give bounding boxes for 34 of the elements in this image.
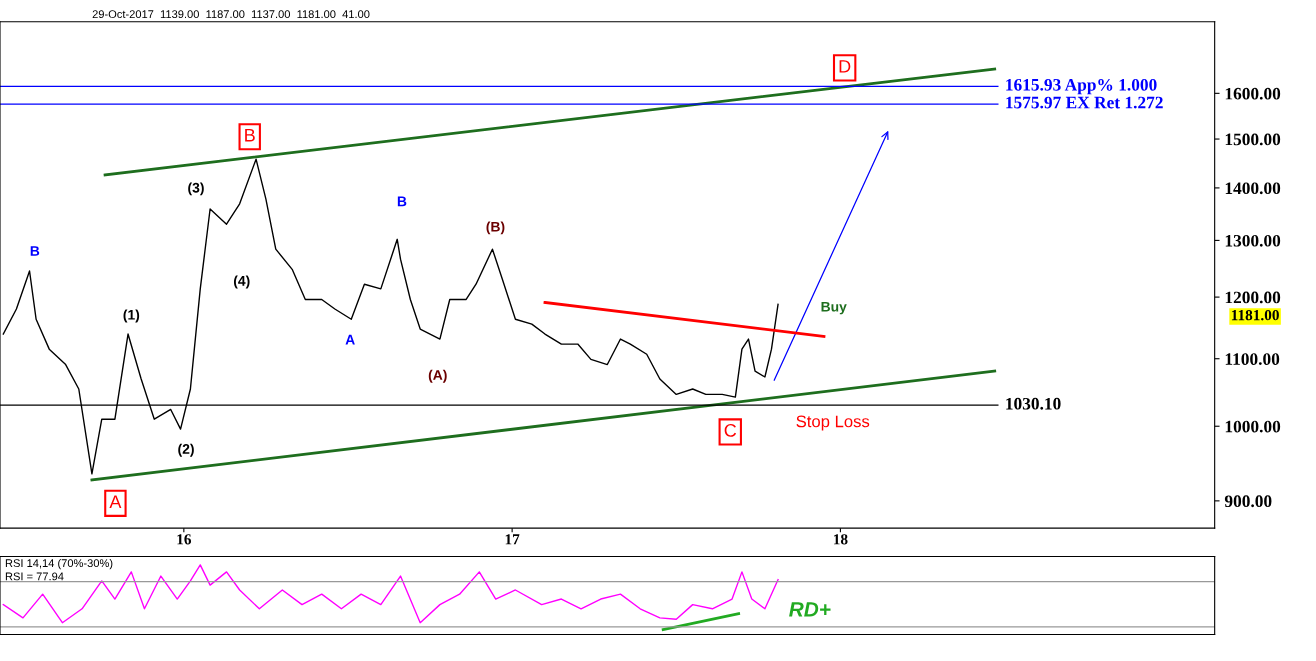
y-tick-label: 1100.00 — [1225, 353, 1280, 365]
y-tick-label: 1500.00 — [1225, 133, 1281, 146]
y-tick-label: 1300.00 — [1225, 234, 1281, 247]
annotation: RSI 14,14 (70%-30%) — [5, 558, 113, 570]
annotation: B — [397, 196, 407, 207]
x-tick-label: 17 — [505, 534, 520, 545]
annotation: (3) — [188, 182, 204, 196]
annotation: C — [724, 424, 737, 437]
annotation: Buy — [821, 301, 847, 315]
ref-line-label: 1030.10 — [1006, 397, 1061, 410]
ref-line-label: 1615.93 App% 1.000 — [1006, 78, 1157, 95]
y-tick-label: 900.00 — [1224, 495, 1272, 508]
x-tick-label: 16 — [177, 534, 192, 545]
annotation: RD+ — [789, 602, 831, 617]
x-tick-label: 18 — [834, 534, 848, 545]
annotation: D — [839, 60, 851, 73]
annotation: Stop Loss — [796, 415, 870, 431]
y-tick-label: 1200.00 — [1225, 291, 1281, 304]
annotation: (4) — [233, 275, 250, 289]
text: 1181.00 — [1231, 310, 1279, 321]
annotation: B — [30, 246, 40, 256]
y-tick-label: 1400.00 — [1225, 182, 1281, 195]
annotation: (A) — [428, 369, 447, 383]
annotation: (1) — [123, 309, 140, 323]
annotation: RSI = 77.94 — [5, 572, 64, 581]
annotation: A — [109, 495, 122, 508]
y-tick-label: 1000.00 — [1225, 420, 1281, 433]
annotation: (2) — [178, 443, 194, 457]
y-tick-label: 1600.00 — [1225, 87, 1281, 100]
annotation: (B) — [486, 221, 505, 235]
text: 29-Oct-2017 1139.00 1187.00 1137.00 1181.00 41.00 — [92, 10, 370, 19]
annotation: B — [245, 129, 255, 142]
annotation: A — [345, 334, 355, 345]
ref-line-label: 1575.97 EX Ret 1.272 — [1006, 96, 1163, 109]
